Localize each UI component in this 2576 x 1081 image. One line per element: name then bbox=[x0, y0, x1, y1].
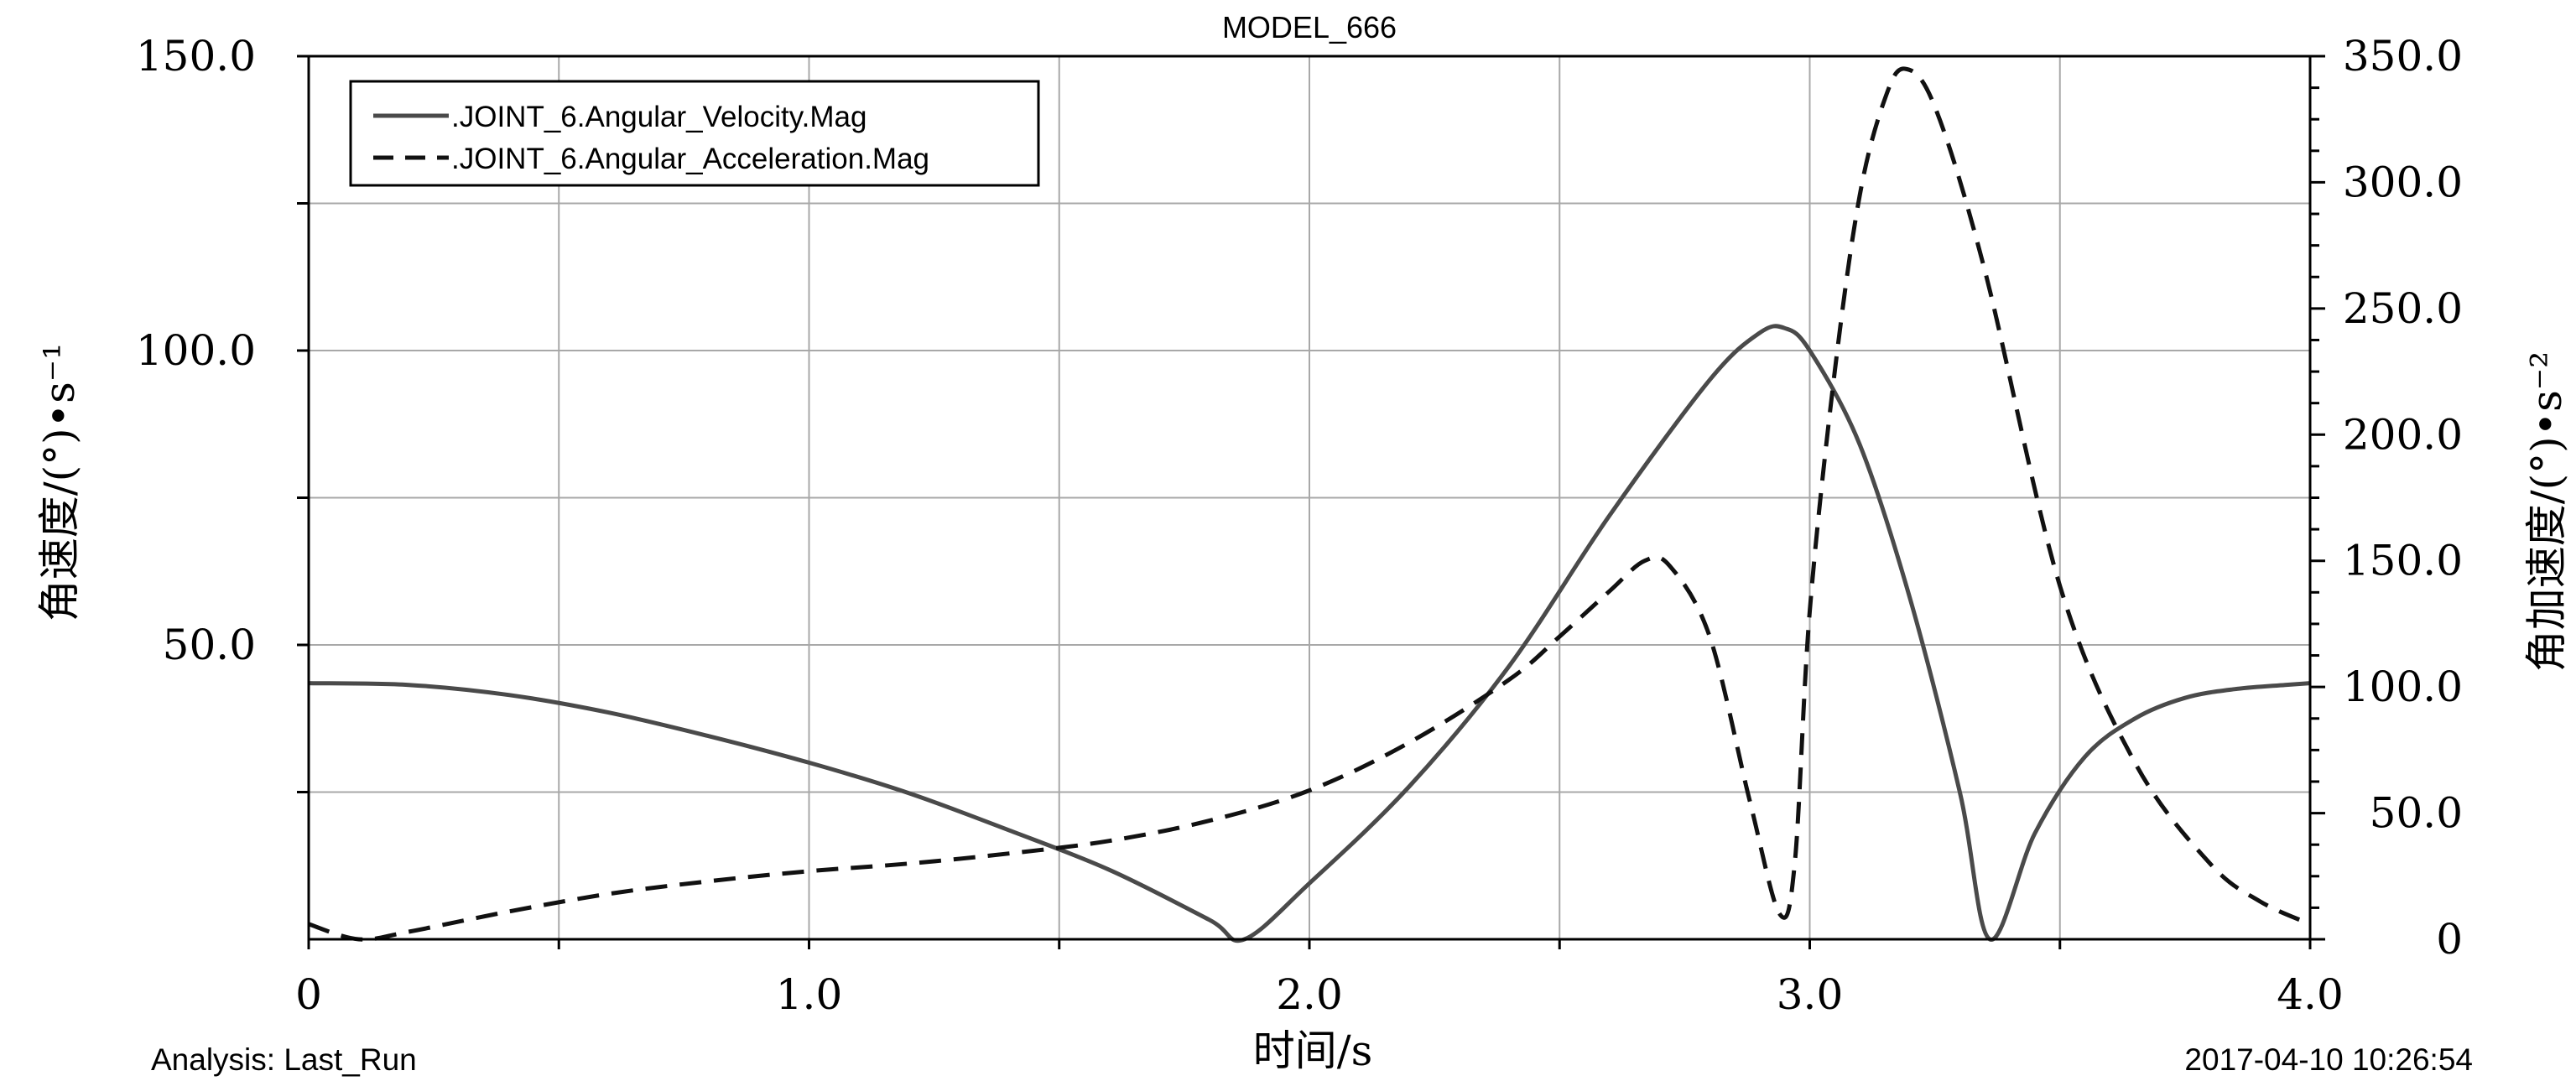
footer-analysis: Analysis: Last_Run bbox=[151, 1042, 417, 1077]
y-axis-right-label: 角加速度/(°)•s⁻² bbox=[2522, 351, 2571, 672]
grid bbox=[309, 56, 2310, 939]
x-axis-label: 时间/s bbox=[1253, 1026, 1373, 1075]
ticks bbox=[297, 55, 2325, 949]
legend-label-acceleration: .JOINT_6.Angular_Acceleration.Mag bbox=[451, 143, 929, 175]
chart-title: MODEL_666 bbox=[1222, 10, 1397, 44]
y-right-tick-label: 100.0 bbox=[2343, 663, 2463, 711]
x-tick-label: 4.0 bbox=[2277, 970, 2344, 1019]
y-right-tick-label: 350.0 bbox=[2343, 32, 2463, 81]
legend: .JOINT_6.Angular_Velocity.Mag .JOINT_6.A… bbox=[349, 80, 1040, 187]
y-right-tick-label: 50.0 bbox=[2370, 789, 2463, 838]
footer-timestamp: 2017-04-10 10:26:54 bbox=[2184, 1042, 2473, 1077]
x-tick-label: 1.0 bbox=[776, 970, 843, 1019]
y-right-tick-label: 200.0 bbox=[2343, 410, 2463, 459]
legend-label-velocity: .JOINT_6.Angular_Velocity.Mag bbox=[451, 101, 866, 133]
x-tick-label: 3.0 bbox=[1777, 970, 1844, 1019]
x-tick-label: 0 bbox=[295, 970, 322, 1019]
y-left-tick-label: 150.0 bbox=[136, 32, 256, 81]
y-left-tick-label: 100.0 bbox=[136, 326, 256, 375]
legend-box bbox=[349, 80, 1040, 187]
series-layer bbox=[308, 66, 2312, 943]
y-right-tick-label: 0 bbox=[2436, 915, 2463, 964]
x-tick-label: 2.0 bbox=[1276, 970, 1343, 1019]
y-right-tick-label: 250.0 bbox=[2343, 284, 2463, 333]
y-axis-left-label: 角速度/(°)•s⁻¹ bbox=[35, 343, 84, 621]
series-line-angular-velocity bbox=[308, 324, 2311, 943]
tick-labels: 0 1.0 2.0 3.0 4.0 50.0 100.0 150.0 0 50.0 100.0 150… bbox=[136, 32, 2463, 1019]
series-line-angular-acceleration bbox=[308, 66, 2312, 942]
y-right-tick-label: 300.0 bbox=[2343, 158, 2463, 206]
y-left-tick-label: 50.0 bbox=[163, 621, 256, 669]
y-right-tick-label: 150.0 bbox=[2343, 537, 2463, 585]
